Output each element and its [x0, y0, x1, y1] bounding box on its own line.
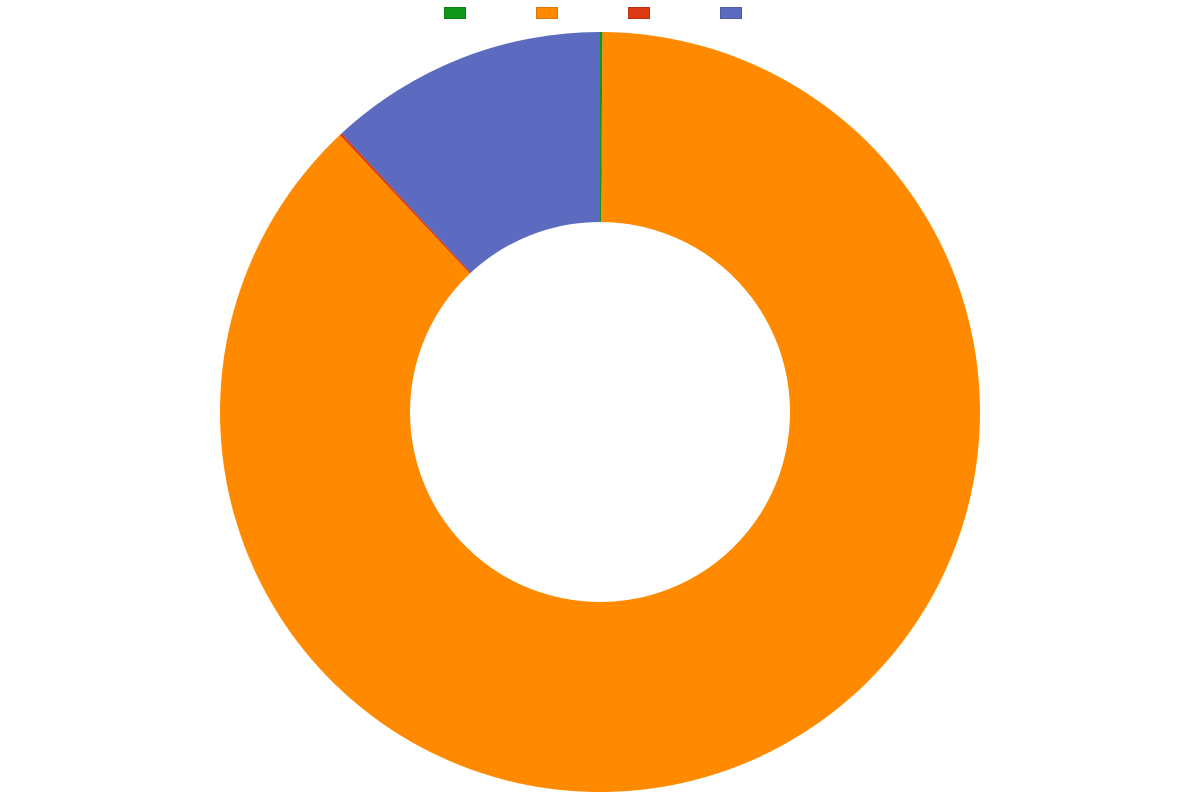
donut-chart: [0, 0, 1200, 800]
chart-container: [0, 0, 1200, 800]
donut-slices: [220, 32, 980, 792]
